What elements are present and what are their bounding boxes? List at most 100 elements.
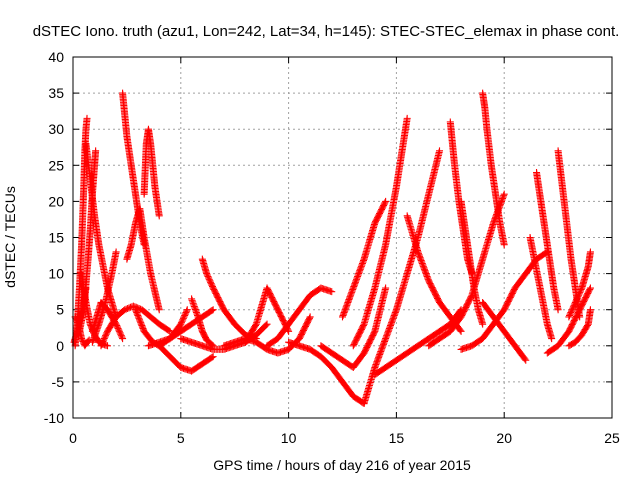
data-series bbox=[123, 205, 163, 314]
data-point bbox=[586, 248, 594, 256]
data-point bbox=[115, 327, 123, 335]
data-point bbox=[567, 307, 575, 315]
data-series bbox=[144, 306, 217, 350]
data-point bbox=[382, 284, 390, 292]
data-point bbox=[436, 147, 444, 155]
data-series bbox=[82, 140, 120, 321]
data-point bbox=[179, 316, 187, 324]
data-point bbox=[576, 313, 584, 321]
data-point bbox=[566, 310, 574, 318]
data-series bbox=[349, 114, 411, 350]
data-point bbox=[205, 274, 213, 282]
data-point bbox=[136, 317, 144, 325]
data-point bbox=[500, 241, 508, 249]
data-point bbox=[574, 293, 582, 301]
data-series bbox=[360, 147, 444, 408]
data-point bbox=[262, 321, 270, 329]
data-point bbox=[177, 319, 185, 327]
data-series bbox=[565, 248, 594, 321]
data-point bbox=[138, 323, 146, 331]
data-point bbox=[263, 320, 271, 328]
data-point bbox=[522, 356, 530, 364]
data-point bbox=[100, 336, 108, 344]
data-point bbox=[521, 355, 529, 363]
data-point bbox=[98, 339, 106, 347]
data-point bbox=[575, 290, 583, 298]
data-point bbox=[183, 306, 191, 314]
data-point bbox=[209, 306, 217, 314]
data-point bbox=[403, 114, 411, 122]
data-point bbox=[568, 306, 576, 314]
data-point bbox=[179, 314, 187, 322]
y-tick-label: 15 bbox=[48, 230, 64, 246]
data-point bbox=[99, 337, 107, 345]
y-tick-label: 5 bbox=[56, 302, 64, 318]
data-point bbox=[181, 311, 189, 319]
data-point bbox=[134, 313, 142, 321]
data-series bbox=[565, 306, 594, 350]
data-point bbox=[117, 330, 125, 338]
y-tick-label: 0 bbox=[56, 338, 64, 354]
y-tick-label: 25 bbox=[48, 157, 64, 173]
x-tick-label: 0 bbox=[69, 430, 77, 446]
data-point bbox=[137, 319, 145, 327]
data-point bbox=[103, 342, 111, 350]
data-point bbox=[119, 335, 127, 343]
data-point bbox=[155, 212, 163, 220]
data-point bbox=[576, 288, 584, 296]
data-point bbox=[115, 326, 123, 334]
data-point bbox=[209, 353, 217, 361]
data-point bbox=[207, 280, 215, 288]
data-point bbox=[569, 303, 577, 311]
x-tick-label: 15 bbox=[389, 430, 405, 446]
data-series bbox=[479, 298, 530, 364]
data-point bbox=[573, 294, 581, 302]
data-point bbox=[208, 353, 216, 361]
data-point bbox=[570, 301, 578, 309]
data-point bbox=[370, 329, 378, 337]
data-point bbox=[204, 272, 212, 280]
data-point bbox=[571, 298, 579, 306]
y-tick-label: 40 bbox=[48, 49, 64, 65]
data-series bbox=[317, 284, 390, 371]
data-series bbox=[140, 125, 163, 220]
data-series bbox=[97, 302, 174, 350]
data-point bbox=[132, 307, 140, 315]
data-point bbox=[116, 329, 124, 337]
data-point bbox=[567, 309, 575, 317]
data-point bbox=[100, 335, 108, 343]
data-point bbox=[98, 340, 106, 348]
chart-title: dSTEC Iono. truth (azu1, Lon=242, Lat=34… bbox=[33, 23, 620, 40]
data-point bbox=[134, 311, 142, 319]
data-point bbox=[102, 330, 110, 338]
data-point bbox=[97, 342, 105, 350]
data-point bbox=[382, 197, 390, 205]
data-point bbox=[117, 332, 125, 340]
data-point bbox=[554, 306, 562, 314]
data-point bbox=[571, 300, 579, 308]
data-series bbox=[263, 284, 336, 350]
x-tick-label: 25 bbox=[604, 430, 620, 446]
data-point bbox=[208, 307, 216, 315]
data-point bbox=[586, 284, 594, 292]
y-axis-label: dSTEC / TECUs bbox=[2, 186, 18, 288]
data-point bbox=[206, 277, 214, 285]
data-point bbox=[178, 317, 186, 325]
data-point bbox=[586, 285, 594, 293]
data-point bbox=[92, 147, 100, 155]
data-series bbox=[533, 169, 562, 314]
y-tick-label: 35 bbox=[48, 85, 64, 101]
data-series bbox=[220, 313, 314, 357]
data-point bbox=[135, 314, 143, 322]
data-series bbox=[371, 306, 465, 379]
data-point bbox=[548, 335, 556, 343]
data-series bbox=[241, 284, 293, 346]
x-tick-label: 5 bbox=[177, 430, 185, 446]
data-point bbox=[113, 323, 121, 331]
data-point bbox=[305, 314, 313, 322]
y-tick-label: -10 bbox=[44, 410, 64, 426]
data-point bbox=[573, 296, 581, 304]
data-point bbox=[208, 281, 216, 289]
data-series bbox=[177, 320, 271, 353]
